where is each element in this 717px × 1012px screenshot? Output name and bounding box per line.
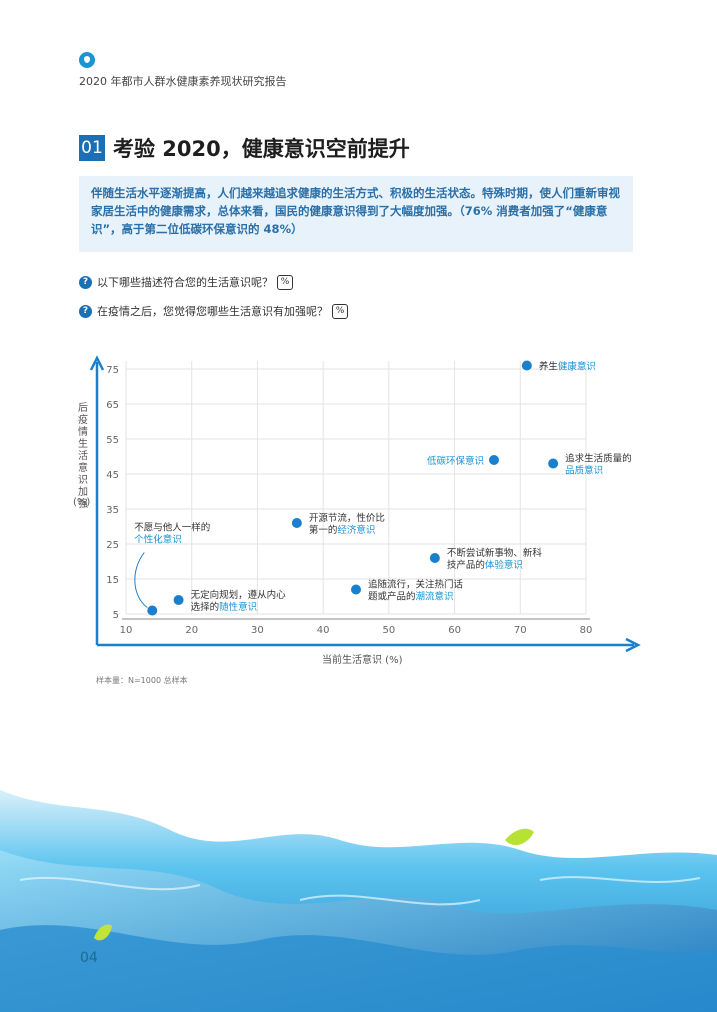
x-tick-label: 20 xyxy=(185,625,198,636)
data-point xyxy=(489,455,499,465)
report-title: 2020 年都市人群水健康素养现状研究报告 xyxy=(79,75,287,88)
x-tick-label: 50 xyxy=(382,625,395,636)
y-tick-label: 75 xyxy=(106,365,119,376)
point-label: 追随流行，关注热门话 xyxy=(368,579,464,591)
section-number: 01 xyxy=(79,135,105,161)
leaf-icon xyxy=(505,828,534,846)
point-label: 开源节流，性价比 xyxy=(309,512,385,524)
point-label: 品质意识 xyxy=(565,465,603,477)
x-tick-label: 60 xyxy=(448,625,461,636)
x-tick-label: 70 xyxy=(514,625,527,636)
y-tick-label: 15 xyxy=(106,575,119,586)
data-point xyxy=(173,595,184,605)
question-1: ? 以下哪些描述符合您的生活意识呢？ % xyxy=(79,274,293,290)
y-axis-label: 后疫情生活意识加强 xyxy=(78,403,88,510)
sample-note: 样本量：N=1000 总样本 xyxy=(96,676,188,685)
water-drop-icon xyxy=(79,52,95,68)
x-tick-label: 10 xyxy=(120,625,133,636)
point-label: 选择的随性意识 xyxy=(191,601,258,613)
point-label: 题或产品的潮流意识 xyxy=(368,591,454,603)
data-point xyxy=(521,360,532,371)
y-tick-label: 45 xyxy=(106,470,119,481)
x-tick-label: 80 xyxy=(580,625,593,636)
y-tick-label: 65 xyxy=(106,400,119,411)
percent-icon: % xyxy=(277,274,293,290)
x-axis-label: 当前生活意识 (%) xyxy=(322,655,403,666)
label-pointer-line xyxy=(134,552,148,608)
point-label: 不断尝试新事物、新科 xyxy=(447,547,543,559)
data-point xyxy=(291,518,302,528)
data-point xyxy=(429,553,440,563)
data-point xyxy=(147,605,158,616)
scatter-chart: 10 20 30 40 50 60 70 80 5 15 25 35 45 55 65 75 养生健康意识低碳环… xyxy=(89,355,641,653)
intro-text: 伴随生活水平逐渐提高，人们越来越追求健康的生活方式、积极的生活状态。特殊时期，使… xyxy=(91,186,620,236)
point-label: 无定向规划，遵从内心 xyxy=(191,589,287,601)
x-tick-label: 40 xyxy=(317,625,330,636)
y-axis-unit: (%) xyxy=(73,497,91,508)
leaf-icon xyxy=(94,924,112,941)
point-label: 养生健康意识 xyxy=(539,361,596,373)
percent-icon: % xyxy=(332,303,348,319)
point-label: 第一的经济意识 xyxy=(309,524,376,536)
question-1-text: 以下哪些描述符合您的生活意识呢？ xyxy=(97,276,273,289)
x-axis-arrow-icon xyxy=(625,637,641,653)
intro-box: 伴随生活水平逐渐提高，人们越来越追求健康的生活方式、积极的生活状态。特殊时期，使… xyxy=(79,176,633,252)
point-label: 低碳环保意识 xyxy=(427,455,484,467)
data-point xyxy=(548,458,559,469)
point-label: 追求生活质量的 xyxy=(565,453,632,465)
point-label: 不愿与他人一样的 xyxy=(134,522,210,534)
point-label: 个性化意识 xyxy=(134,534,182,546)
y-axis-arrow-icon xyxy=(89,355,105,371)
y-tick-label: 55 xyxy=(106,435,119,446)
y-tick-label: 5 xyxy=(113,610,119,621)
data-point xyxy=(351,584,361,595)
y-tick-label: 35 xyxy=(106,505,119,516)
water-wave-image xyxy=(0,790,717,1012)
x-tick-label: 30 xyxy=(251,625,264,636)
point-label: 技产品的体验意识 xyxy=(447,559,523,571)
question-icon: ? xyxy=(79,275,92,289)
page-number: 04 xyxy=(80,950,98,966)
question-2: ? 在疫情之后，您觉得您哪些生活意识有加强呢？ % xyxy=(79,303,348,319)
question-2-text: 在疫情之后，您觉得您哪些生活意识有加强呢？ xyxy=(97,305,328,318)
question-icon: ? xyxy=(79,304,92,318)
y-tick-label: 25 xyxy=(106,540,119,551)
section-title: 考验 2020，健康意识空前提升 xyxy=(113,137,410,161)
